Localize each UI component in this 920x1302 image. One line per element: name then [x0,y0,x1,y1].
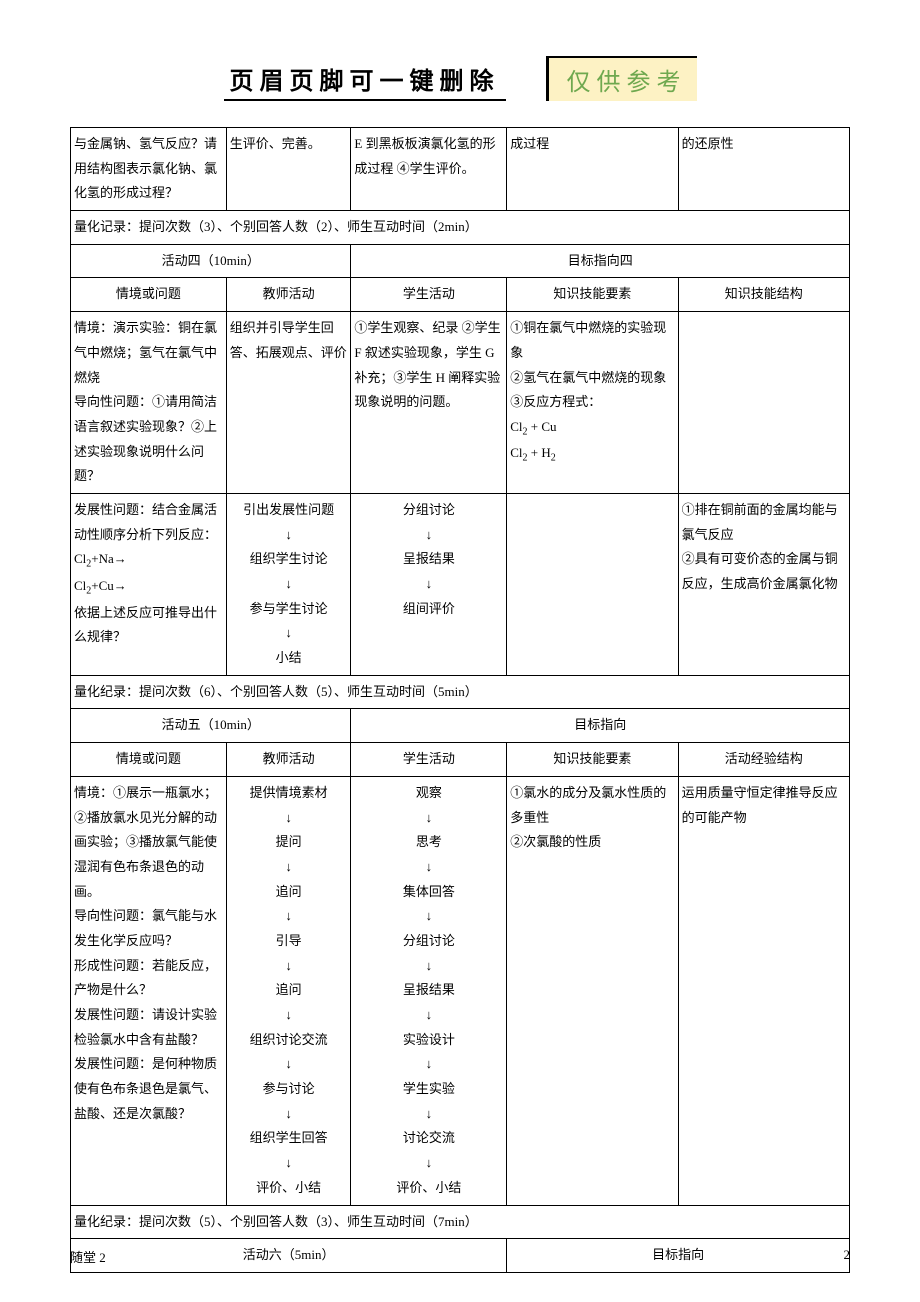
activity-label: 活动五（10min） [71,709,351,743]
cell: 发展性问题：结合金属活动性顺序分析下列反应：Cl2+Na→Cl2+Cu→依据上述… [71,493,227,675]
cell: 引出发展性问题↓组织学生讨论↓参与学生讨论↓小结 [226,493,351,675]
footer-left: 随堂 2 [70,1247,106,1266]
quant-record: 量化纪录：提问次数（6）、个别回答人数（5）、师生互动时间（5min） [71,675,850,709]
quant-record: 量化记录：提问次数（3）、个别回答人数（2）、师生互动时间（2min） [71,211,850,245]
section-header: 活动五（10min） 目标指向 [71,709,850,743]
cell: 观察↓思考↓集体回答↓分组讨论↓呈报结果↓实验设计↓学生实验↓讨论交流↓评价、小… [351,776,507,1205]
cell: 提供情境素材↓提问↓追问↓引导↓追问↓组织讨论交流↓参与讨论↓组织学生回答↓评价… [226,776,351,1205]
col-header: 情境或问题 [71,743,227,777]
cell: 情境：①展示一瓶氯水；②播放氯水见光分解的动画实验；③播放氯气能使湿润有色布条退… [71,776,227,1205]
lesson-table: 与金属钠、氢气反应？请用结构图表示氯化钠、氯化氢的形成过程？ 生评价、完善。 E… [70,127,850,1273]
table-header-row: 情境或问题 教师活动 学生活动 知识技能要素 活动经验结构 [71,743,850,777]
page-header: 页眉页脚可一键删除 仅供参考 [0,0,920,107]
table-row: 情境：演示实验：铜在氯气中燃烧；氢气在氯气中燃烧导向性问题：①请用简洁语言叙述实… [71,312,850,494]
header-title: 页眉页脚可一键删除 [224,61,506,101]
quant-record: 量化纪录：提问次数（5）、个别回答人数（3）、师生互动时间（7min） [71,1205,850,1239]
table-row: 量化记录：提问次数（3）、个别回答人数（2）、师生互动时间（2min） [71,211,850,245]
col-header: 知识技能要素 [507,278,678,312]
header-badge: 仅供参考 [546,56,697,101]
activity-label: 活动四（10min） [71,244,351,278]
cell: 的还原性 [678,128,849,211]
col-header: 情境或问题 [71,278,227,312]
col-header: 活动经验结构 [678,743,849,777]
cell: 情境：演示实验：铜在氯气中燃烧；氢气在氯气中燃烧导向性问题：①请用简洁语言叙述实… [71,312,227,494]
col-header: 教师活动 [226,278,351,312]
footer-page-number: 2 [844,1247,851,1266]
cell: 生评价、完善。 [226,128,351,211]
col-header: 学生活动 [351,743,507,777]
cell: ①排在铜前面的金属均能与氯气反应②具有可变价态的金属与铜反应，生成高价金属氯化物 [678,493,849,675]
cell: 分组讨论↓呈报结果↓组间评价 [351,493,507,675]
section-header: 活动四（10min） 目标指向四 [71,244,850,278]
table-header-row: 情境或问题 教师活动 学生活动 知识技能要素 知识技能结构 [71,278,850,312]
cell: ①学生观察、纪录 ②学生 F 叙述实验现象，学生 G 补充；③学生 H 阐释实验… [351,312,507,494]
cell: 成过程 [507,128,678,211]
cell: 运用质量守恒定律推导反应的可能产物 [678,776,849,1205]
page-body: 与金属钠、氢气反应？请用结构图表示氯化钠、氯化氢的形成过程？ 生评价、完善。 E… [0,107,920,1273]
table-row: 与金属钠、氢气反应？请用结构图表示氯化钠、氯化氢的形成过程？ 生评价、完善。 E… [71,128,850,211]
page-footer: 随堂 2 2 [70,1247,850,1266]
cell: ①铜在氯气中燃烧的实验现象②氢气在氯气中燃烧的现象③反应方程式：Cl2 + Cu… [507,312,678,494]
cell: E 到黑板板演氯化氢的形成过程 ④学生评价。 [351,128,507,211]
cell: 与金属钠、氢气反应？请用结构图表示氯化钠、氯化氢的形成过程？ [71,128,227,211]
table-row: 发展性问题：结合金属活动性顺序分析下列反应：Cl2+Na→Cl2+Cu→依据上述… [71,493,850,675]
table-row: 量化纪录：提问次数（5）、个别回答人数（3）、师生互动时间（7min） [71,1205,850,1239]
cell: 组织并引导学生回答、拓展观点、评价 [226,312,351,494]
table-row: 情境：①展示一瓶氯水；②播放氯水见光分解的动画实验；③播放氯气能使湿润有色布条退… [71,776,850,1205]
col-header: 教师活动 [226,743,351,777]
col-header: 知识技能要素 [507,743,678,777]
goal-label: 目标指向四 [351,244,850,278]
cell [507,493,678,675]
col-header: 知识技能结构 [678,278,849,312]
goal-label: 目标指向 [351,709,850,743]
cell [678,312,849,494]
col-header: 学生活动 [351,278,507,312]
cell: ①氯水的成分及氯水性质的多重性②次氯酸的性质 [507,776,678,1205]
table-row: 量化纪录：提问次数（6）、个别回答人数（5）、师生互动时间（5min） [71,675,850,709]
